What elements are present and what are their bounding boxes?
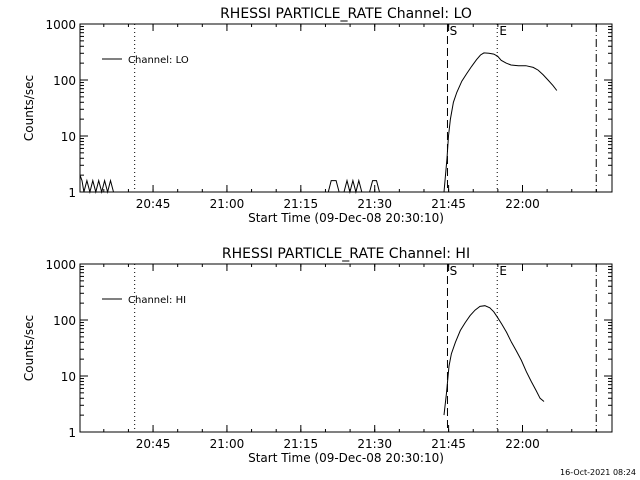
x-tick-label: 21:00 xyxy=(210,437,245,451)
x-tick-label: 20:45 xyxy=(136,437,171,451)
y-tick-label: 100 xyxy=(53,314,76,328)
y-axis-label: Counts/sec xyxy=(22,75,36,141)
y-tick-label: 1000 xyxy=(45,18,76,32)
y-tick-label: 100 xyxy=(53,74,76,88)
x-tick-label: 21:45 xyxy=(431,437,466,451)
x-tick-label: 22:00 xyxy=(505,197,540,211)
legend-label: Channel: LO xyxy=(128,55,189,66)
chart-title: RHESSI PARTICLE_RATE Channel: HI xyxy=(222,246,470,262)
x-axis-label: Start Time (09-Dec-08 20:30:10) xyxy=(248,451,444,465)
footer-timestamp: 16-Oct-2021 08:24 xyxy=(560,468,636,477)
x-tick-label: 21:00 xyxy=(210,197,245,211)
series-line-segment xyxy=(369,180,380,193)
x-axis-label: Start Time (09-Dec-08 20:30:10) xyxy=(248,211,444,225)
series-line-segment xyxy=(343,178,363,194)
y-tick-label: 10 xyxy=(61,370,76,384)
x-tick-label: 21:30 xyxy=(357,437,392,451)
y-tick-label: 10 xyxy=(61,130,76,144)
y-axis-label: Counts/sec xyxy=(22,315,36,381)
x-tick-label: 22:00 xyxy=(505,437,540,451)
y-tick-label: 1 xyxy=(68,186,76,200)
marker-label: S xyxy=(450,264,458,278)
x-tick-label: 21:45 xyxy=(431,197,466,211)
marker-label: S xyxy=(450,24,458,38)
x-tick-label: 20:45 xyxy=(136,197,171,211)
y-tick-label: 1000 xyxy=(45,258,76,272)
series-line-segment xyxy=(443,305,545,416)
legend-label: Channel: HI xyxy=(128,295,186,306)
panel-lo: RHESSI PARTICLE_RATE Channel: LO Start Ti… xyxy=(22,6,613,225)
series-line-segment xyxy=(443,52,558,193)
x-tick-label: 21:15 xyxy=(284,197,319,211)
chart-title: RHESSI PARTICLE_RATE Channel: LO xyxy=(220,6,472,22)
marker-label: E xyxy=(499,264,507,278)
plot-frame xyxy=(79,263,613,433)
marker-label: E xyxy=(499,24,507,38)
series-line-segment xyxy=(327,180,340,193)
panel-hi: RHESSI PARTICLE_RATE Channel: HI Start Ti… xyxy=(22,246,613,465)
x-tick-label: 21:30 xyxy=(357,197,392,211)
x-tick-label: 21:15 xyxy=(284,437,319,451)
y-tick-label: 1 xyxy=(68,426,76,440)
series-line-segment xyxy=(79,174,114,194)
plot-frame xyxy=(79,23,613,193)
